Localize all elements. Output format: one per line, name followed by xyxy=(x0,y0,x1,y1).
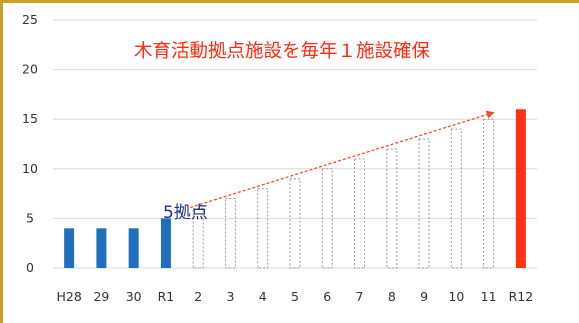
bar xyxy=(192,207,204,269)
x-tick-label: 30 xyxy=(126,289,142,304)
x-axis: H28 29 30 R1 2 3 4 5 6 7 8 9 10 11 R12 xyxy=(56,289,533,304)
bar xyxy=(64,228,75,268)
bar xyxy=(224,198,236,269)
x-tick-label: R12 xyxy=(509,289,534,304)
x-tick-label: H28 xyxy=(56,289,81,304)
x-tick-label: 29 xyxy=(93,289,109,304)
x-tick-label: 2 xyxy=(194,289,202,304)
x-tick-label: 7 xyxy=(356,289,364,304)
x-tick-label: 9 xyxy=(420,289,428,304)
bar xyxy=(257,188,269,269)
y-tick-label: 5 xyxy=(26,210,34,225)
y-tick-label: 0 xyxy=(26,260,34,275)
bar xyxy=(386,148,398,269)
bar xyxy=(354,158,366,269)
annotation-label: 5拠点 xyxy=(163,203,208,223)
y-tick-label: 15 xyxy=(22,111,38,126)
y-axis: 0 5 10 15 20 25 xyxy=(22,12,38,275)
y-tick-label: 10 xyxy=(22,161,38,176)
bar xyxy=(128,228,139,268)
y-tick-label: 20 xyxy=(22,62,38,77)
x-tick-label: 5 xyxy=(291,289,299,304)
trend-arrow-head xyxy=(485,110,495,119)
trend-line xyxy=(190,110,495,209)
bar xyxy=(321,168,333,269)
bar xyxy=(483,118,495,269)
chart-title: 木育活動拠点施設を毎年１施設確保 xyxy=(134,41,431,62)
x-tick-label: 10 xyxy=(448,289,464,304)
bar xyxy=(96,228,107,268)
bars xyxy=(64,109,526,269)
bar xyxy=(418,138,430,269)
x-tick-label: 11 xyxy=(481,289,497,304)
bar xyxy=(160,218,171,268)
top-border xyxy=(0,0,579,3)
x-tick-label: 8 xyxy=(388,289,396,304)
bar xyxy=(450,128,462,269)
x-tick-label: 4 xyxy=(259,289,267,304)
x-tick-label: R1 xyxy=(158,289,175,304)
x-tick-label: 6 xyxy=(323,289,331,304)
trend-arrow-line xyxy=(190,111,495,209)
x-tick-label: 3 xyxy=(226,289,234,304)
bar xyxy=(289,178,301,269)
left-border xyxy=(0,0,3,323)
y-tick-label: 25 xyxy=(22,12,38,27)
bar xyxy=(515,109,526,268)
